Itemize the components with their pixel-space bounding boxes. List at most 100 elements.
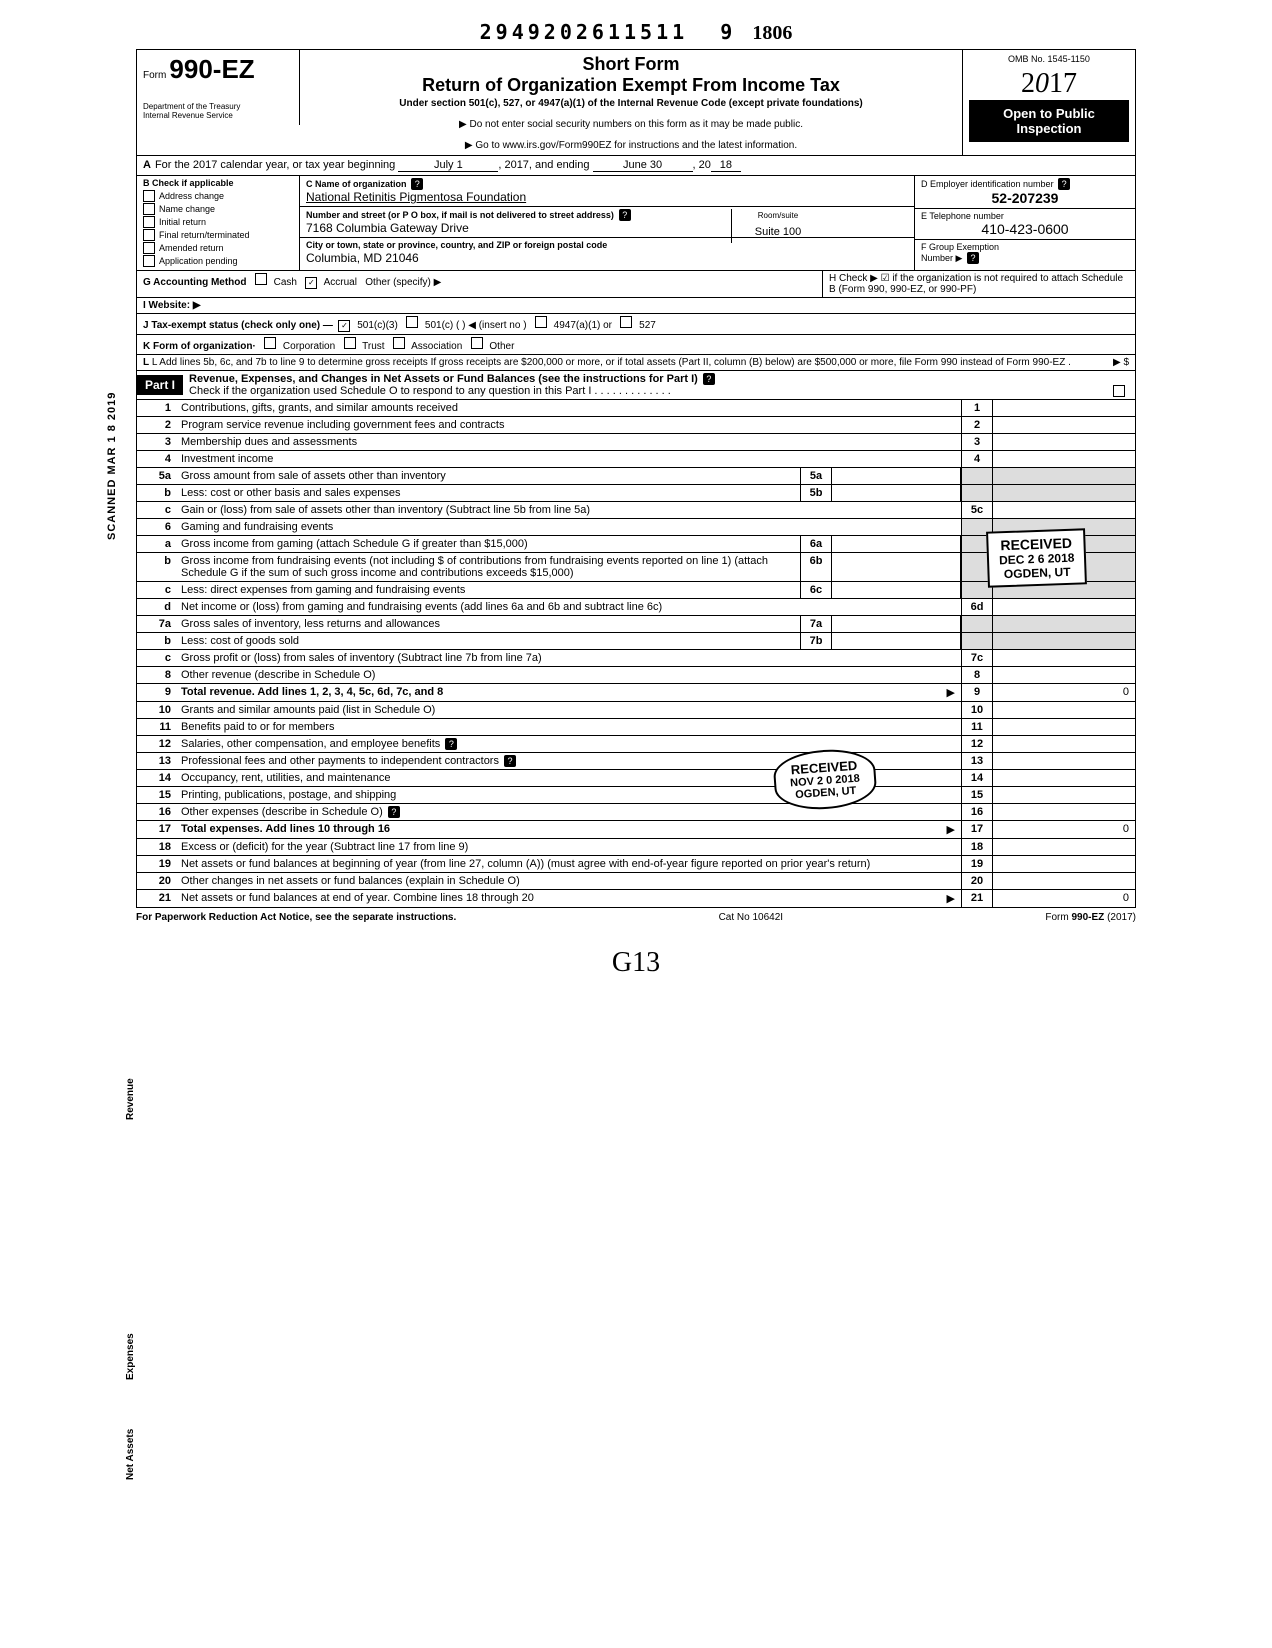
col-c-org-info: C Name of organization ? National Retini… <box>300 176 915 270</box>
form-number: 990-EZ <box>169 54 254 84</box>
help-icon[interactable]: ? <box>1058 178 1070 190</box>
chk-final-return[interactable]: Final return/terminated <box>143 229 293 241</box>
part-i-label: Part I <box>137 375 183 395</box>
chk-name-change[interactable]: Name change <box>143 203 293 215</box>
scanned-date-side: SCANNED MAR 1 8 2019 <box>106 392 118 540</box>
chk-cash[interactable] <box>255 273 267 285</box>
form-subtitle: Under section 501(c), 527, or 4947(a)(1)… <box>306 98 956 109</box>
part-i-title: Revenue, Expenses, and Changes in Net As… <box>189 373 698 385</box>
header-center: Short Form Return of Organization Exempt… <box>300 50 963 155</box>
chk-527[interactable] <box>620 316 632 328</box>
short-form-label: Short Form <box>306 54 956 75</box>
chk-corp[interactable] <box>264 337 276 349</box>
line-19: 19Net assets or fund balances at beginni… <box>137 856 1135 873</box>
line-1: 1Contributions, gifts, grants, and simil… <box>137 400 1135 417</box>
help-icon[interactable]: ? <box>619 209 631 221</box>
chk-4947[interactable] <box>535 316 547 328</box>
line-2: 2Program service revenue including gover… <box>137 417 1135 434</box>
tax-year: 20201717 <box>969 68 1129 100</box>
tax-year-end-month[interactable]: June 30 <box>593 159 693 172</box>
phone-block: E Telephone number 410-423-0600 <box>915 209 1135 240</box>
line-4: 4Investment income4 <box>137 451 1135 468</box>
ssn-note: ▶ Do not enter social security numbers o… <box>306 119 956 130</box>
side-label-netassets: Net Assets <box>125 1429 136 1480</box>
line-18: 18Excess or (deficit) for the year (Subt… <box>137 839 1135 856</box>
phone-value[interactable]: 410-423-0600 <box>921 221 1129 237</box>
help-icon[interactable]: ? <box>504 755 516 767</box>
side-label-revenue: Revenue <box>125 1078 136 1120</box>
room-suite[interactable]: Suite 100 <box>738 226 818 238</box>
dln-number: 2949202611511 9 1806 <box>136 20 1136 45</box>
chk-address-change[interactable]: Address change <box>143 190 293 202</box>
chk-initial-return[interactable]: Initial return <box>143 216 293 228</box>
room-suite-box: Room/suite Suite 100 <box>731 209 824 243</box>
chk-accrual[interactable]: ✓ <box>305 277 317 289</box>
chk-501c3[interactable]: ✓ <box>338 320 350 332</box>
city-state-zip[interactable]: Columbia, MD 21046 <box>306 251 419 265</box>
chk-amended-return[interactable]: Amended return <box>143 242 293 254</box>
help-icon[interactable]: ? <box>411 178 423 190</box>
tax-year-end-year[interactable]: 18 <box>711 159 741 172</box>
line-10: 10Grants and similar amounts paid (list … <box>137 702 1135 719</box>
line-7a: 7aGross sales of inventory, less returns… <box>137 616 1135 633</box>
chk-application-pending[interactable]: Application pending <box>143 255 293 267</box>
header-right: OMB No. 1545-1150 20201717 Open to Publi… <box>963 50 1135 146</box>
ein-block: D Employer identification number ? 52-20… <box>915 176 1135 209</box>
footer-cat: Cat No 10642I <box>719 912 784 923</box>
line-16: 16Other expenses (describe in Schedule O… <box>137 804 1135 821</box>
side-label-expenses: Expenses <box>125 1333 136 1380</box>
line-6b: bGross income from fundraising events (n… <box>137 553 1135 582</box>
part-i-grid: Revenue Expenses Net Assets 1Contributio… <box>136 400 1136 908</box>
form-id-block: Form 990-EZ Department of the TreasuryIn… <box>137 50 300 125</box>
street-address[interactable]: 7168 Columbia Gateway Drive <box>306 221 469 235</box>
line-8: 8Other revenue (describe in Schedule O)8 <box>137 667 1135 684</box>
handwritten-top: 1806 <box>752 22 792 44</box>
handwritten-bottom: G13 <box>136 947 1136 979</box>
section-bcd: B Check if applicable Address change Nam… <box>136 176 1136 271</box>
chk-other[interactable] <box>471 337 483 349</box>
dept-treasury: Department of the TreasuryInternal Reven… <box>143 103 293 121</box>
omb-number: OMB No. 1545-1150 <box>969 54 1129 64</box>
received-stamp-dec: RECEIVED DEC 2 6 2018 OGDEN, UT <box>986 528 1087 587</box>
line-9: 9Total revenue. Add lines 1, 2, 3, 4, 5c… <box>137 684 1135 702</box>
line-14: 14Occupancy, rent, utilities, and mainte… <box>137 770 1135 787</box>
org-name[interactable]: National Retinitis Pigmentosa Foundation <box>306 190 526 204</box>
h-check: H Check ▶ ☑ if the organization is not r… <box>822 271 1135 297</box>
col-b-checkboxes: B Check if applicable Address change Nam… <box>137 176 300 270</box>
row-g-h: G Accounting Method Cash ✓ Accrual Other… <box>136 271 1136 298</box>
form-title: Return of Organization Exempt From Incom… <box>306 75 956 96</box>
line-5a: 5aGross amount from sale of assets other… <box>137 468 1135 485</box>
row-j-tax-status: J Tax-exempt status (check only one) — ✓… <box>136 314 1136 335</box>
line-7c: cGross profit or (loss) from sales of in… <box>137 650 1135 667</box>
line-21: 21Net assets or fund balances at end of … <box>137 890 1135 907</box>
ein-value[interactable]: 52-207239 <box>921 190 1129 206</box>
chk-trust[interactable] <box>344 337 356 349</box>
part-i-header: Part I Revenue, Expenses, and Changes in… <box>136 371 1136 400</box>
tax-year-begin[interactable]: July 1 <box>398 159 498 172</box>
chk-schedule-o[interactable] <box>1113 385 1125 397</box>
row-l-gross: L L Add lines 5b, 6c, and 7b to line 9 t… <box>136 355 1136 371</box>
line-5b: bLess: cost or other basis and sales exp… <box>137 485 1135 502</box>
chk-501c[interactable] <box>406 316 418 328</box>
line-6d: dNet income or (loss) from gaming and fu… <box>137 599 1135 616</box>
line-17: 17Total expenses. Add lines 10 through 1… <box>137 821 1135 839</box>
line-20: 20Other changes in net assets or fund ba… <box>137 873 1135 890</box>
line-13: 13Professional fees and other payments t… <box>137 753 1135 770</box>
help-icon[interactable]: ? <box>445 738 457 750</box>
col-de: D Employer identification number ? 52-20… <box>915 176 1135 270</box>
line-15: 15Printing, publications, postage, and s… <box>137 787 1135 804</box>
chk-assoc[interactable] <box>393 337 405 349</box>
line-6c: cLess: direct expenses from gaming and f… <box>137 582 1135 599</box>
footer-right: Form 990-EZ (2017) <box>1045 912 1136 923</box>
form-header: Form 990-EZ Department of the TreasuryIn… <box>136 49 1136 156</box>
row-i-website: I Website: ▶ <box>136 298 1136 314</box>
line-a: A For the 2017 calendar year, or tax yea… <box>136 156 1136 176</box>
line-5c: cGain or (loss) from sale of assets othe… <box>137 502 1135 519</box>
help-icon[interactable]: ? <box>967 252 979 264</box>
help-icon[interactable]: ? <box>388 806 400 818</box>
group-exemption: F Group Exemption Number ▶ ? <box>915 240 1135 266</box>
line-3: 3Membership dues and assessments3 <box>137 434 1135 451</box>
website-note: ▶ Go to www.irs.gov/Form990EZ for instru… <box>306 140 956 151</box>
footer-left: For Paperwork Reduction Act Notice, see … <box>136 912 456 923</box>
help-icon[interactable]: ? <box>703 373 715 385</box>
